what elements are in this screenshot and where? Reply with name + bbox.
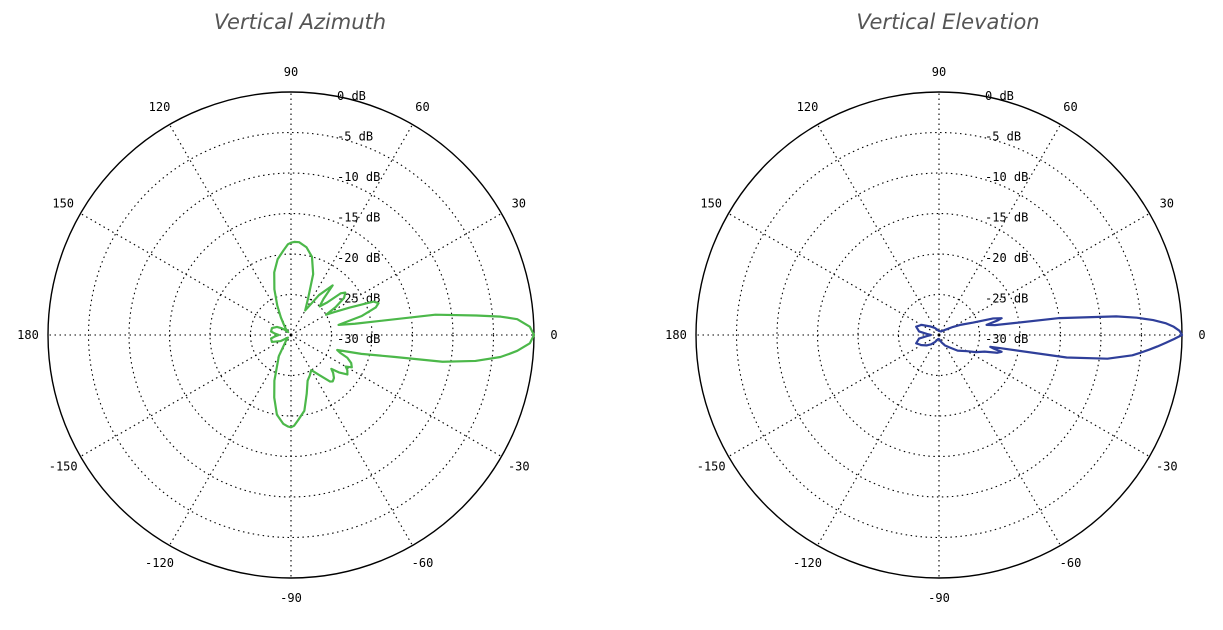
angle-tick-label: 90 — [284, 65, 298, 79]
grid-spoke — [728, 213, 940, 336]
grid-ring — [87, 131, 495, 539]
pattern-trace — [269, 240, 536, 429]
angle-tick-label: -90 — [280, 591, 302, 605]
ring-label: -20 dB — [337, 251, 380, 265]
azimuth-chart: Vertical Azimuth 0 30 60 90 120 150 180 -150 -12… — [0, 0, 600, 630]
angle-tick-label: 0 — [550, 328, 557, 342]
elevation-chart: Vertical Elevation 0 30 60 90 120 150 180 -150 -… — [648, 0, 1223, 630]
azimuth-polar-plot: 0 30 60 90 120 150 180 -150 -120 -90 -60 -30 0 dB -5 … — [17, 65, 557, 605]
pattern-trace — [915, 315, 1184, 360]
angle-tick-label: 150 — [700, 197, 722, 211]
grid-spoke — [817, 334, 940, 546]
angle-tick-label: 90 — [932, 65, 946, 79]
angle-tick-label: 120 — [149, 100, 171, 114]
ring-label: -15 dB — [985, 211, 1028, 225]
angle-tick-label: -30 — [508, 460, 530, 474]
grid-spoke — [938, 213, 1150, 336]
angle-tick-label: -150 — [49, 460, 78, 474]
ring-label: -30 dB — [985, 332, 1028, 346]
ring-label: -5 dB — [337, 130, 373, 144]
angle-tick-label: -60 — [1060, 556, 1082, 570]
angle-tick-label: 180 — [17, 328, 39, 342]
angle-tick-label: -60 — [412, 556, 434, 570]
grid-spoke — [938, 334, 1061, 546]
grid-spoke — [290, 124, 413, 336]
grid-ring — [128, 172, 454, 498]
grid-spoke — [80, 334, 292, 457]
grid-spoke — [728, 334, 940, 457]
grid-spoke — [169, 334, 292, 546]
angle-tick-label: 30 — [512, 197, 526, 211]
chart-title: Vertical Elevation — [856, 10, 1040, 34]
angle-tick-label: -90 — [928, 591, 950, 605]
ring-label: -10 dB — [985, 170, 1028, 184]
ring-label: -15 dB — [337, 211, 380, 225]
ring-label: -30 dB — [337, 332, 380, 346]
angle-tick-label: 60 — [1063, 100, 1077, 114]
ring-label: 0 dB — [985, 89, 1014, 103]
ring-label: -5 dB — [985, 130, 1021, 144]
angle-tick-label: -120 — [793, 556, 822, 570]
angle-tick-label: -120 — [145, 556, 174, 570]
elevation-polar-plot: 0 30 60 90 120 150 180 -150 -120 -90 -60 -30 0 dB -5 … — [665, 65, 1205, 605]
ring-label: -10 dB — [337, 170, 380, 184]
grid-spoke — [80, 213, 292, 336]
grid-ring — [776, 172, 1102, 498]
angle-tick-label: 150 — [52, 197, 74, 211]
angle-tick-label: 30 — [1160, 197, 1174, 211]
grid-ring — [735, 131, 1143, 539]
chart-title: Vertical Azimuth — [213, 10, 387, 34]
angle-tick-label: 180 — [665, 328, 687, 342]
angle-tick-label: 120 — [797, 100, 819, 114]
grid-spoke — [938, 334, 1150, 457]
grid-spoke — [817, 124, 940, 336]
ring-label: -20 dB — [985, 251, 1028, 265]
angle-tick-label: -30 — [1156, 460, 1178, 474]
grid-spoke — [169, 124, 292, 336]
ring-label: -25 dB — [985, 292, 1028, 306]
angle-tick-label: 0 — [1198, 328, 1205, 342]
ring-label: 0 dB — [337, 89, 366, 103]
angle-tick-label: 60 — [415, 100, 429, 114]
grid-spoke — [290, 213, 502, 336]
grid-spoke — [290, 334, 502, 457]
angle-tick-label: -150 — [697, 460, 726, 474]
grid-spoke — [938, 124, 1061, 336]
